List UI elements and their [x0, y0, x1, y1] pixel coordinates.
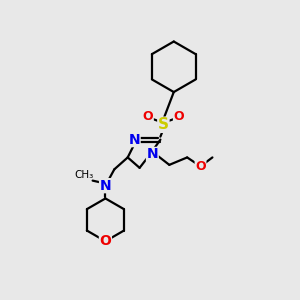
Text: O: O	[142, 110, 153, 123]
Text: N: N	[100, 179, 111, 193]
Text: O: O	[100, 234, 111, 248]
Text: CH₃: CH₃	[74, 170, 93, 180]
Text: O: O	[173, 110, 184, 123]
Text: O: O	[195, 160, 206, 173]
Text: N: N	[128, 133, 140, 147]
Text: N: N	[147, 148, 158, 161]
Text: S: S	[158, 117, 169, 132]
